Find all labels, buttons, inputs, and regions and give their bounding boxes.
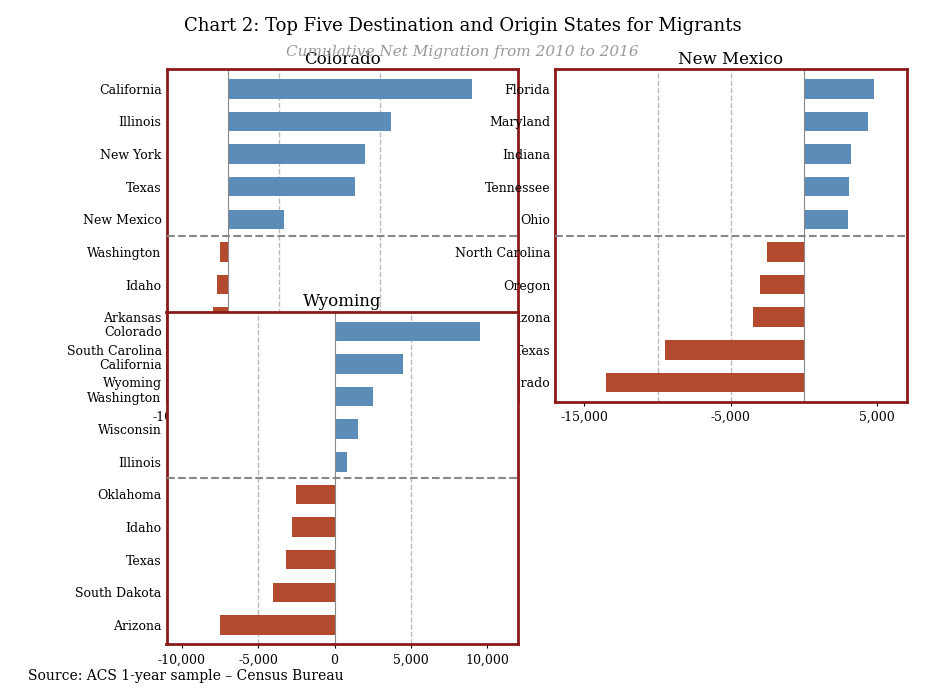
Bar [804,79,874,98]
Bar [804,112,869,131]
Bar [804,209,848,229]
Bar [606,373,804,392]
Bar [228,112,390,131]
Bar [760,274,804,295]
Bar [217,274,228,295]
Bar [228,209,284,229]
Bar [228,79,472,98]
Bar [286,550,335,570]
Bar [804,177,849,197]
Text: Chart 2: Top Five Destination and Origin States for Migrants: Chart 2: Top Five Destination and Origin… [184,17,741,35]
Bar [220,242,228,262]
Title: New Mexico: New Mexico [678,51,783,68]
Bar [291,517,335,537]
Text: Cumulative Net Migration from 2010 to 2016: Cumulative Net Migration from 2010 to 20… [286,45,639,59]
Bar [228,177,355,197]
Bar [804,144,851,164]
Bar [753,308,804,327]
Bar [182,373,228,392]
Bar [335,354,403,374]
Bar [204,340,228,360]
Bar [335,387,373,406]
Bar [296,484,335,505]
Title: Colorado: Colorado [304,51,380,68]
Bar [228,144,365,164]
Bar [335,322,480,341]
Bar [274,583,335,602]
Bar [768,242,804,262]
Bar [335,419,358,439]
Bar [214,308,228,327]
Bar [335,452,347,472]
Title: Wyoming: Wyoming [303,293,381,310]
Bar [665,340,804,360]
Text: Source: ACS 1-year sample – Census Bureau: Source: ACS 1-year sample – Census Burea… [28,669,343,683]
Bar [220,615,335,635]
